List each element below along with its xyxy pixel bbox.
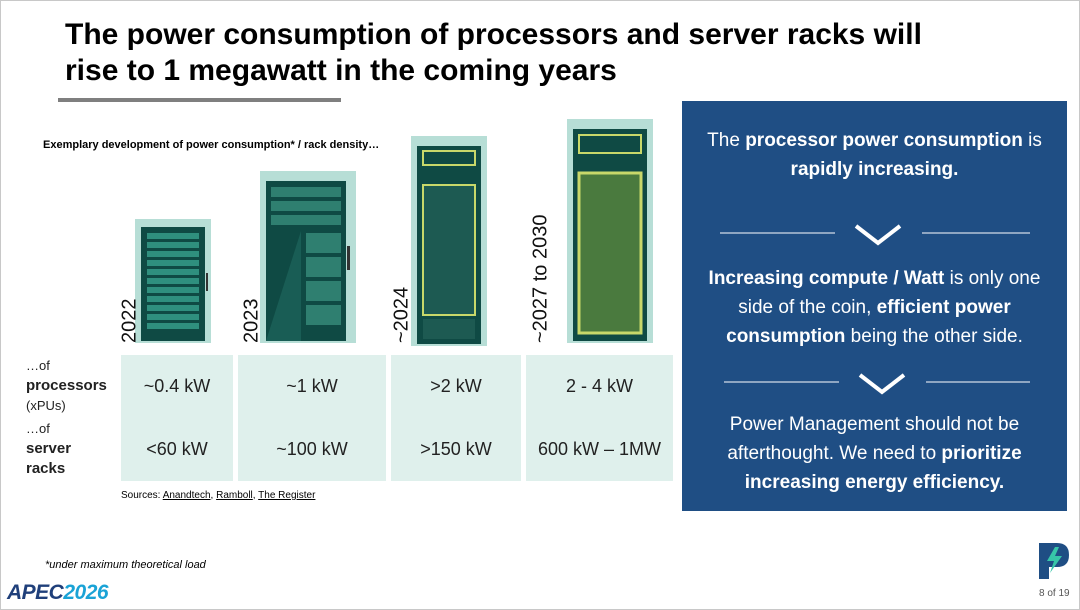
year-label: ~2027 to 2030 (529, 215, 551, 343)
year-label: 2022 (118, 299, 140, 344)
row-label-main: processors (26, 376, 107, 394)
text-segment: Power Management should not be afterthou… (727, 414, 1020, 464)
rack-unit (422, 150, 476, 166)
table-cell: >2 kW (391, 355, 521, 416)
key-message-panel: The processor power consumption is rapid… (682, 101, 1067, 511)
panel-paragraph: The processor power consumption is rapid… (702, 126, 1047, 184)
panel-paragraph: Increasing compute / Watt is only one si… (702, 264, 1047, 351)
logo-year: 2026 (63, 581, 109, 604)
title: The power consumption of processors and … (65, 17, 922, 89)
logo-name: APEC (7, 581, 64, 604)
source-link: Anandtech (162, 490, 211, 501)
table-cell: >150 kW (391, 416, 521, 481)
row-label: …of processors (xPUs) (26, 355, 116, 416)
panel-paragraph: Power Management should not be afterthou… (702, 410, 1047, 497)
rack-illustrations: 2022 2023 ~2024 ~2027 to 2030 (118, 119, 653, 346)
text-segment: The (707, 130, 746, 151)
company-logo (1039, 543, 1069, 579)
title-line: The power consumption of processors and … (65, 18, 922, 51)
text-segment: being the other side. (845, 326, 1023, 347)
table-cell: 600 kW – 1MW (526, 416, 673, 481)
source-link: Ramboll (216, 490, 253, 501)
rack-unit (578, 134, 642, 154)
text-segment: is (1022, 130, 1042, 151)
row-label-pre: …of (26, 357, 50, 373)
row-label: …of server racks (26, 416, 116, 481)
page-number: 8 of 19 (1039, 588, 1070, 599)
sources: Sources: Anandtech, Ramboll, The Registe… (121, 490, 315, 501)
table-cell: <60 kW (121, 416, 233, 481)
spec-table: …of processors (xPUs) ~0.4 kW ~1 kW >2 kW 2 - … (26, 355, 673, 481)
rack-unit (577, 171, 643, 335)
rack-glass (266, 231, 301, 341)
title-rule (58, 98, 341, 102)
caption: Exemplary development of power consumpti… (43, 139, 380, 151)
separator: , (252, 490, 256, 501)
table-cell: ~1 kW (238, 355, 386, 416)
rack-units (147, 233, 199, 329)
year-label: ~2024 (390, 287, 412, 343)
divider (724, 373, 1030, 395)
year-label: 2023 (240, 299, 262, 344)
footnote: *under maximum theoretical load (45, 559, 206, 571)
row-label-post: (xPUs) (26, 397, 66, 413)
text-segment: rapidly increasing. (790, 159, 959, 180)
text-segment: Increasing compute / Watt (708, 268, 945, 289)
text-segment: prioritize increasing energy efficiency. (744, 443, 1022, 493)
table-cell: ~0.4 kW (121, 355, 233, 416)
separator: , (210, 490, 214, 501)
rack-handle (347, 246, 350, 270)
table-cell: ~100 kW (238, 416, 386, 481)
row-label-pre: …of (26, 420, 50, 436)
text-segment: processor power consumption (745, 130, 1023, 151)
text-segment: efficient power consumption (726, 297, 1011, 347)
table-cell: 2 - 4 kW (526, 355, 673, 416)
row-label-main: server racks (26, 439, 72, 477)
title-line: rise to 1 megawatt in the coming years (65, 54, 617, 87)
rack-units (271, 187, 341, 325)
text-segment: is only one side of the coin, (738, 268, 1041, 318)
source-link: The Register (258, 490, 316, 501)
rack-unit (422, 184, 476, 316)
divider (720, 224, 1030, 246)
rack-unit (423, 319, 475, 339)
rack-handle (206, 273, 208, 291)
sources-prefix: Sources: (121, 490, 161, 501)
event-logo: APEC2026 (7, 581, 109, 605)
